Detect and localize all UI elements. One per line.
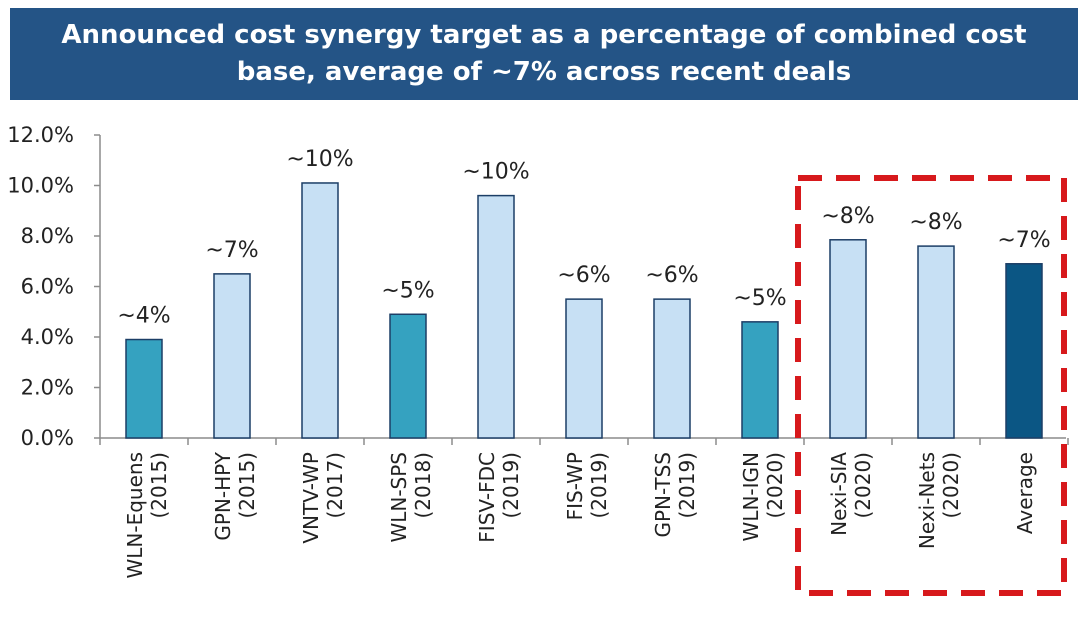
data-label: ~6% (557, 263, 610, 288)
chart-title-banner: Announced cost synergy target as a perce… (10, 8, 1078, 100)
bar-average (1005, 263, 1043, 439)
y-tick-label: 0.0% (21, 426, 74, 450)
y-tick-label: 2.0% (21, 376, 74, 400)
category-label: GPN-HPY (211, 451, 235, 540)
category-year-label: (2020) (851, 452, 875, 519)
highlight-box (795, 175, 1067, 596)
bar-fisv-fdc (477, 194, 515, 439)
y-tick-label: 6.0% (21, 275, 74, 299)
data-label: ~7% (997, 228, 1050, 253)
chart-title-line-2: base, average of ~7% across recent deals (236, 57, 852, 87)
bar-vntv-wp (301, 182, 339, 439)
category-label: GPN-TSS (651, 452, 675, 538)
bar-wln-ign (741, 321, 779, 439)
data-label: ~8% (909, 210, 962, 235)
data-label: ~7% (205, 238, 258, 263)
category-label: FIS-WP (563, 452, 587, 520)
category-year-label: (2015) (235, 452, 259, 519)
category-label: Nexi-Nets (915, 452, 939, 549)
data-label: ~10% (462, 160, 529, 185)
bar-nexi-sia (829, 239, 867, 439)
bar-nexi-nets (917, 245, 955, 439)
category-label: WLN-Equens (123, 452, 147, 579)
category-year-label: (2019) (675, 452, 699, 519)
y-tick-label: 8.0% (21, 224, 74, 248)
data-label: ~6% (645, 263, 698, 288)
bar-fis-wp (565, 298, 603, 439)
bar-gpn-hpy (213, 273, 251, 439)
category-year-label: (2019) (587, 452, 611, 519)
category-year-label: (2020) (763, 452, 787, 519)
category-year-label: (2020) (939, 452, 963, 519)
category-label: FISV-FDC (475, 452, 499, 543)
category-year-label: (2017) (323, 452, 347, 519)
data-label: ~10% (286, 147, 353, 172)
category-label: WLN-IGN (739, 452, 763, 541)
chart-title-line-1: Announced cost synergy target as a perce… (61, 20, 1027, 50)
category-year-label: (2019) (499, 452, 523, 519)
bar-gpn-tss (653, 298, 691, 439)
y-tick-label: 4.0% (21, 325, 74, 349)
category-label: Average (1013, 452, 1037, 534)
y-tick-label: 10.0% (7, 174, 74, 198)
data-label: ~4% (117, 304, 170, 329)
category-label: WLN-SPS (387, 452, 411, 543)
category-label: Nexi-SIA (827, 452, 851, 536)
bar-wln-equens (125, 338, 163, 439)
data-label: ~5% (381, 278, 434, 303)
y-tick-label: 12.0% (7, 123, 74, 147)
category-year-label: (2018) (411, 452, 435, 519)
category-year-label: (2015) (147, 452, 171, 519)
bar-wln-sps (389, 313, 427, 439)
data-label: ~8% (821, 204, 874, 229)
category-label: VNTV-WP (299, 452, 323, 544)
data-label: ~5% (733, 286, 786, 311)
